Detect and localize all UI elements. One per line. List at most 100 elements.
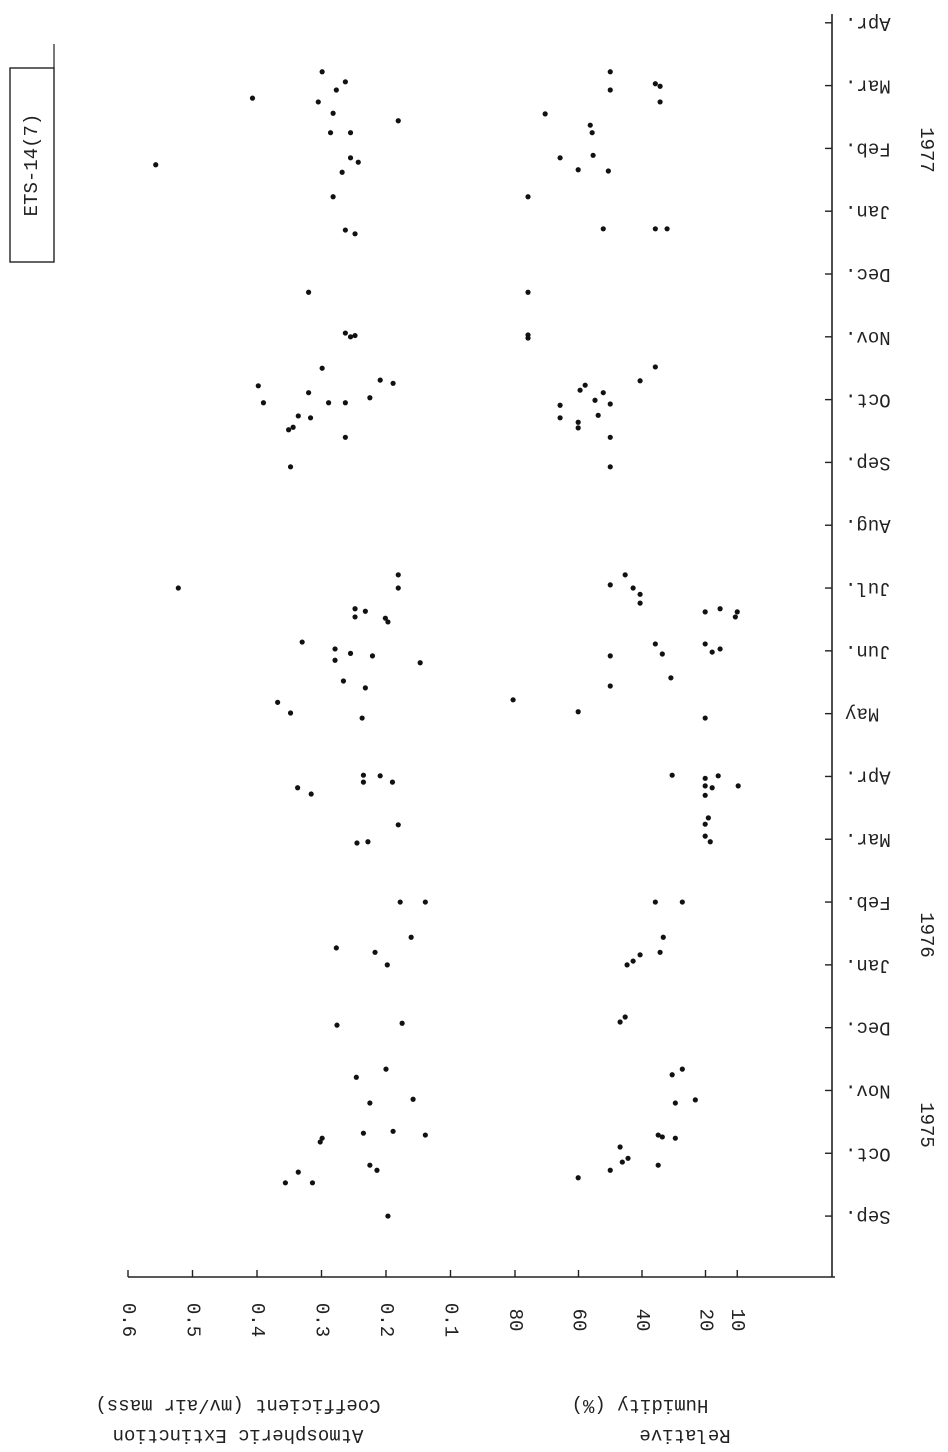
point <box>342 227 348 233</box>
annotation-box <box>9 67 55 263</box>
year-label: 1977 <box>915 127 937 173</box>
point <box>342 330 348 336</box>
point <box>295 413 301 419</box>
point <box>347 130 354 136</box>
point <box>255 383 261 389</box>
y-tick-label: 0.3 <box>310 1303 332 1337</box>
point <box>353 1074 359 1080</box>
point <box>384 962 390 968</box>
point <box>347 650 354 656</box>
point <box>637 378 643 384</box>
y-tick-label: 0.2 <box>375 1303 397 1337</box>
point <box>362 685 368 691</box>
point <box>702 609 708 615</box>
point <box>735 783 741 789</box>
x-tick-label: Nov. <box>845 326 891 348</box>
point <box>385 1213 391 1219</box>
x-tick-label: Jul. <box>845 577 891 599</box>
point <box>525 289 531 295</box>
point <box>557 402 563 408</box>
x-tick-label: May <box>845 703 879 725</box>
point <box>637 591 643 597</box>
point <box>607 653 613 659</box>
point <box>702 641 708 647</box>
point <box>332 657 338 663</box>
point <box>637 600 643 606</box>
x-tick-label: Aug. <box>845 514 891 536</box>
point <box>692 1097 698 1103</box>
x-tick-label: Sep. <box>845 451 891 473</box>
point <box>652 641 658 647</box>
point <box>383 1066 389 1072</box>
y2-tick-label: 40 <box>631 1309 653 1332</box>
point <box>510 697 516 703</box>
point <box>622 1014 628 1020</box>
point <box>309 1180 316 1186</box>
point <box>587 122 593 128</box>
point <box>330 110 336 116</box>
point <box>607 87 613 93</box>
point <box>590 152 596 158</box>
point <box>385 619 391 625</box>
y2-tick-label: 20 <box>694 1309 716 1332</box>
point <box>664 226 670 232</box>
point <box>630 585 636 591</box>
year-label: 1976 <box>915 912 937 958</box>
point <box>306 289 312 295</box>
x-tick-label: Dec. <box>845 263 891 285</box>
point <box>669 1072 675 1078</box>
point <box>367 1162 373 1168</box>
point <box>652 364 658 370</box>
point <box>354 840 360 846</box>
year-label: 1975 <box>915 1102 937 1148</box>
point <box>410 1096 416 1102</box>
point <box>705 815 711 821</box>
point <box>306 390 312 396</box>
point <box>607 464 613 470</box>
point <box>307 415 314 421</box>
point <box>525 335 531 341</box>
point <box>617 1019 623 1025</box>
y-tick-label: 0.6 <box>117 1303 139 1337</box>
point <box>422 899 428 905</box>
point <box>352 231 358 237</box>
point <box>397 899 403 905</box>
x-tick-label: Feb. <box>845 891 891 913</box>
point <box>589 130 595 136</box>
point <box>360 772 367 778</box>
point <box>624 962 630 968</box>
point <box>660 934 666 940</box>
x-tick-label: Nov. <box>845 1079 891 1101</box>
point <box>669 772 675 778</box>
point <box>659 1134 665 1140</box>
point <box>390 1128 396 1134</box>
x-tick-label: Mar. <box>845 828 891 850</box>
point <box>417 660 423 666</box>
x-tick-label: Jan. <box>845 954 891 976</box>
point <box>659 651 665 657</box>
point <box>607 582 613 588</box>
point <box>717 606 723 612</box>
point <box>319 69 325 75</box>
point <box>732 614 738 620</box>
point <box>408 934 414 940</box>
point <box>607 1167 613 1173</box>
point <box>339 169 345 175</box>
point <box>282 1180 288 1186</box>
point <box>679 899 685 905</box>
point <box>715 773 721 779</box>
point <box>333 87 339 93</box>
point <box>382 615 388 621</box>
point <box>607 401 613 407</box>
point <box>352 606 358 612</box>
point <box>319 365 325 371</box>
x-tick-label: Apr. <box>845 765 891 787</box>
x-tick-label: Dec. <box>845 1017 891 1039</box>
point <box>702 792 708 798</box>
point <box>275 699 281 705</box>
point <box>389 779 396 785</box>
point <box>395 118 401 124</box>
y-tick-label: 0.4 <box>246 1303 268 1337</box>
point <box>592 397 598 403</box>
